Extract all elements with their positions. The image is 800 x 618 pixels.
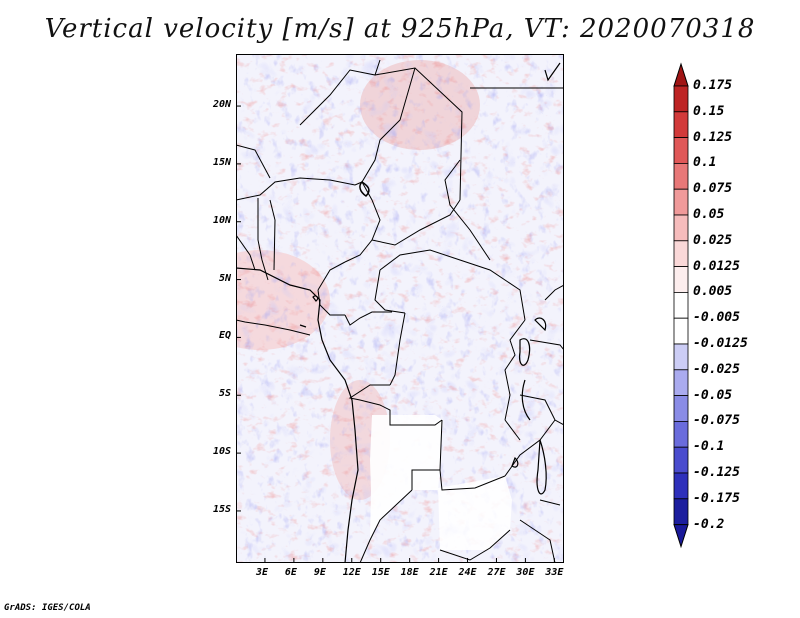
colorbar-segment [673, 85, 689, 113]
lon-tick-label: 18E [400, 567, 419, 578]
colorbar-level-label: -0.175 [693, 490, 740, 506]
lon-tick-label: 27E [487, 567, 506, 578]
colorbar-segment [673, 420, 689, 448]
colorbar-level-label: -0.005 [693, 310, 740, 326]
colorbar-segment [673, 291, 689, 319]
colorbar-level-label: 0.075 [693, 181, 733, 197]
lon-tick-label: 12E [342, 567, 361, 578]
lat-tick-label: 10S [212, 446, 231, 458]
colorbar-segment [673, 446, 689, 474]
colorbar-level-label: -0.125 [693, 465, 740, 480]
page-title: Vertical velocity [m/s] at 925hPa, VT: 2… [44, 14, 756, 44]
colorbar-segment [673, 369, 689, 396]
colorbar-level-label: -0.2 [693, 516, 725, 532]
colorbar [673, 62, 689, 549]
colorbar-level-label: 0.005 [693, 284, 733, 300]
colorbar-bottom-arrow [673, 524, 689, 549]
colorbar-level-label: 0.0125 [693, 258, 740, 274]
colorbar-segment [673, 214, 689, 242]
coastlines-lakes [236, 62, 561, 563]
colorbar-level-label: 0.05 [693, 207, 725, 222]
colorbar-segment [673, 137, 689, 164]
lon-tick-label: 30E [516, 567, 535, 578]
colorbar-segment [673, 317, 689, 345]
lat-tick-label: 10N [212, 214, 231, 226]
map-frame [236, 54, 564, 563]
grads-credit: GrADS: IGES/COLA [4, 603, 91, 613]
vertical-velocity-field [236, 54, 564, 563]
colorbar-level-label: -0.025 [693, 361, 740, 377]
lon-tick-label: 15E [371, 567, 390, 578]
colorbar-segment [673, 266, 689, 293]
colorbar-level-label: 0.175 [693, 78, 733, 93]
colorbar-level-label: -0.075 [693, 413, 740, 429]
colorbar-segment [673, 240, 689, 268]
colorbar-level-label: 0.025 [693, 232, 733, 248]
lat-tick-label: EQ [218, 330, 231, 342]
colorbar-segment [673, 162, 689, 190]
colorbar-segment [673, 111, 689, 139]
lon-tick-label: 24E [458, 567, 477, 578]
colorbar-segment [673, 343, 689, 371]
lat-tick-label: 15S [212, 503, 231, 515]
lon-tick-label: 6E [284, 567, 297, 578]
colorbar-top-arrow [673, 62, 689, 87]
colorbar-level-label: -0.05 [693, 387, 733, 403]
lon-tick-label: 9E [313, 567, 326, 578]
colorbar-level-label: -0.1 [693, 439, 725, 455]
country-borders [236, 59, 564, 563]
lon-tick-label: 3E [255, 567, 268, 578]
colorbar-level-label: 0.1 [693, 155, 717, 171]
colorbar-segment [673, 188, 689, 216]
lon-tick-label: 33E [545, 567, 564, 578]
colorbar-segment [673, 472, 689, 500]
lon-tick-label: 21E [429, 567, 448, 578]
colorbar-segment [673, 395, 689, 422]
colorbar-level-label: 0.125 [693, 129, 733, 145]
colorbar-segment [673, 498, 689, 525]
lat-tick-label: 20N [212, 99, 231, 111]
lat-tick-label: 5S [218, 388, 231, 400]
lat-tick-label: 15N [212, 156, 231, 168]
colorbar-level-label: -0.0125 [693, 336, 748, 351]
lat-tick-label: 5N [218, 272, 231, 284]
colorbar-level-label: 0.15 [693, 103, 725, 119]
